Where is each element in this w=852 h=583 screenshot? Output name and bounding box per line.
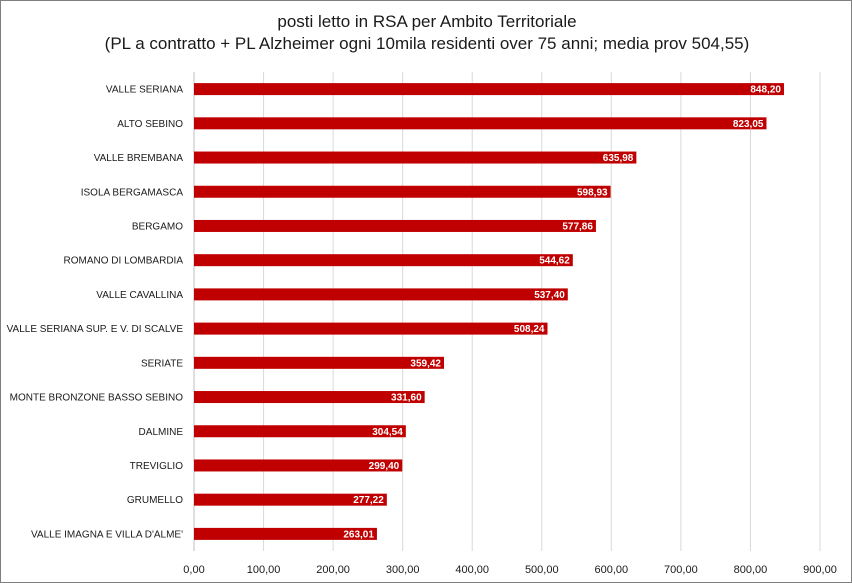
x-tick-label: 100,00 bbox=[247, 564, 281, 576]
category-label: VALLE CAVALLINA bbox=[96, 290, 183, 301]
data-label: 508,24 bbox=[514, 324, 545, 335]
category-label: VALLE IMAGNA E VILLA D'ALME' bbox=[31, 529, 183, 540]
chart-title-block: posti letto in RSA per Ambito Territoria… bbox=[1, 11, 852, 55]
data-label: 635,98 bbox=[603, 153, 634, 164]
category-label: GRUMELLO bbox=[127, 495, 183, 506]
bar bbox=[194, 425, 406, 438]
bar bbox=[194, 117, 767, 130]
data-label: 544,62 bbox=[539, 256, 570, 267]
category-label: VALLE BREMBANA bbox=[94, 153, 184, 164]
data-label: 331,60 bbox=[391, 393, 422, 404]
data-label: 577,86 bbox=[562, 221, 593, 232]
bar bbox=[194, 527, 377, 540]
bar bbox=[194, 459, 403, 472]
data-label: 537,40 bbox=[534, 290, 565, 301]
gridlines bbox=[193, 72, 821, 551]
category-label: ALTO SEBINO bbox=[117, 119, 183, 130]
data-label: 299,40 bbox=[369, 461, 400, 472]
x-tick-label: 500,00 bbox=[525, 564, 559, 576]
category-label: VALLE SERIANA SUP. E V. DI SCALVE bbox=[7, 324, 184, 335]
bar bbox=[194, 322, 548, 335]
bar bbox=[194, 493, 387, 506]
bar bbox=[194, 185, 611, 198]
category-label: BERGAMO bbox=[132, 221, 183, 232]
category-label: TREVIGLIO bbox=[130, 461, 184, 472]
category-labels: VALLE SERIANA ALTO SEBINO VALLE BREMBANA IS… bbox=[7, 85, 184, 541]
bar bbox=[194, 254, 573, 267]
data-label: 598,93 bbox=[577, 187, 608, 198]
bar bbox=[194, 151, 637, 164]
x-tick-labels: 0,00 100,00 200,00 300,00 400,00 500,00 600,00… bbox=[183, 564, 837, 576]
data-label: 823,05 bbox=[733, 119, 764, 130]
x-tick-label: 700,00 bbox=[664, 564, 698, 576]
bars: 848,20 823,05 635,98 598,93 577,86 544,62 537,… bbox=[194, 83, 784, 540]
bar bbox=[194, 219, 596, 232]
chart-subtitle: (PL a contratto + PL Alzheimer ogni 10mi… bbox=[104, 34, 750, 53]
x-tick-label: 200,00 bbox=[316, 564, 350, 576]
x-tick-label: 800,00 bbox=[734, 564, 768, 576]
x-tick-label: 300,00 bbox=[386, 564, 420, 576]
category-label: VALLE SERIANA bbox=[106, 85, 183, 96]
bar bbox=[194, 288, 568, 301]
data-label: 277,22 bbox=[353, 495, 384, 506]
bar bbox=[194, 391, 425, 404]
bar bbox=[194, 356, 444, 369]
x-tick-label: 900,00 bbox=[803, 564, 837, 576]
data-label: 304,54 bbox=[372, 427, 403, 438]
data-label: 263,01 bbox=[343, 529, 374, 540]
category-label: DALMINE bbox=[139, 427, 184, 438]
category-label: MONTE BRONZONE BASSO SEBINO bbox=[10, 393, 184, 404]
data-label: 848,20 bbox=[750, 85, 781, 96]
category-label: ISOLA BERGAMASCA bbox=[81, 187, 184, 198]
data-label: 359,42 bbox=[410, 358, 441, 369]
category-label: ROMANO DI LOMBARDIA bbox=[64, 256, 184, 267]
x-tick-label: 0,00 bbox=[183, 564, 204, 576]
x-tick-label: 600,00 bbox=[595, 564, 629, 576]
category-label: SERIATE bbox=[141, 358, 183, 369]
x-tick-label: 400,00 bbox=[455, 564, 489, 576]
chart-title: posti letto in RSA per Ambito Territoria… bbox=[277, 12, 577, 31]
bar bbox=[194, 83, 784, 96]
